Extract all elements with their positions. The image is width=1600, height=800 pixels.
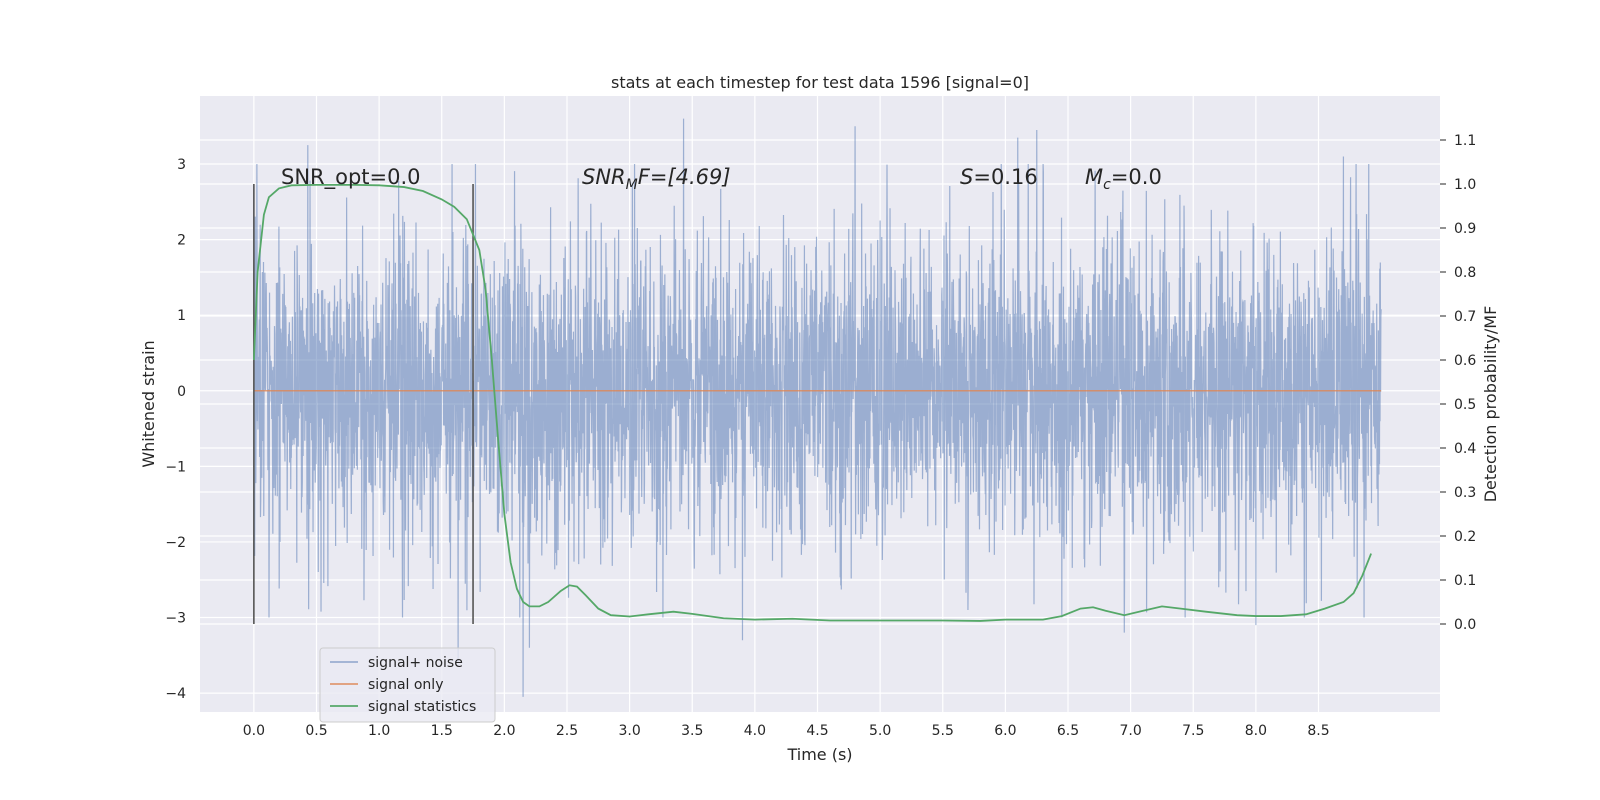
series-line-signal-plus-noise <box>253 118 1382 697</box>
y-tick-label-4: 0 <box>177 384 186 400</box>
annotation-mc: Mc=0.0 <box>1085 165 1162 193</box>
chart-title: stats at each timestep for test data 159… <box>611 73 1029 92</box>
chart-marks <box>252 183 1382 624</box>
annotation-mc-tail: =0.0 <box>1111 165 1162 189</box>
x-tick-label-1: 0.5 <box>305 723 327 739</box>
axis-ticks: 0.0 0.5 1.0 1.5 2.0 2.5 3.0 3.5 4.0 4.5 5.0 5.5 6.0 6… <box>165 133 1476 739</box>
y-tick-label-0: −4 <box>165 686 186 702</box>
y-axis-label: Whitened strain <box>139 340 158 467</box>
y2-tick-label-0: 0.0 <box>1454 617 1476 633</box>
annotation-s: S=0.16 <box>960 165 1038 189</box>
y2-tick-label-6: 0.6 <box>1454 353 1476 369</box>
y2-tick-label-4: 0.4 <box>1454 441 1476 457</box>
annotation-snr-mf: SNRMF=[4.69] <box>582 165 731 193</box>
x-tick-label-3: 1.5 <box>431 723 453 739</box>
y2-tick-label-8: 0.8 <box>1454 265 1476 281</box>
y2-axis-label: Detection probability/MF <box>1481 306 1500 503</box>
x-tick-label-4: 2.0 <box>493 723 515 739</box>
x-tick-label-16: 8.0 <box>1245 723 1267 739</box>
series-signal-plus-noise <box>253 118 1382 697</box>
annotation-snr-mf-sub: M <box>626 177 638 193</box>
y2-tick-label-3: 0.3 <box>1454 485 1476 501</box>
x-tick-label-2: 1.0 <box>368 723 390 739</box>
y-tick-label-7: 3 <box>177 157 186 173</box>
y2-tick-label-11: 1.1 <box>1454 133 1476 149</box>
x-tick-label-14: 7.0 <box>1119 723 1141 739</box>
y-tick-label-6: 2 <box>177 233 186 249</box>
y-tick-label-1: −3 <box>165 611 186 627</box>
annotation-snr-opt: SNR_opt=0.0 <box>281 165 421 190</box>
x-tick-label-15: 7.5 <box>1182 723 1204 739</box>
annotation-snr-mf-main: SNR <box>582 165 626 189</box>
legend-label-signal-statistics: signal statistics <box>368 699 476 715</box>
legend-label-signal-plus-noise: signal+ noise <box>368 655 463 671</box>
y2-tick-label-7: 0.7 <box>1454 309 1476 325</box>
x-tick-label-6: 3.0 <box>618 723 640 739</box>
x-tick-label-12: 6.0 <box>994 723 1016 739</box>
x-tick-label-8: 4.0 <box>744 723 766 739</box>
x-tick-label-7: 3.5 <box>681 723 703 739</box>
y2-tick-label-1: 0.1 <box>1454 573 1476 589</box>
annotation-s-main: S <box>960 165 973 189</box>
x-tick-label-9: 4.5 <box>806 723 828 739</box>
series-line-signal-statistics <box>252 183 1372 622</box>
y2-tick-label-9: 0.9 <box>1454 221 1476 237</box>
legend-box <box>319 647 496 723</box>
annotation-s-tail: =0.16 <box>973 165 1037 189</box>
y2-tick-label-5: 0.5 <box>1454 397 1476 413</box>
y-tick-label-5: 1 <box>177 308 186 324</box>
x-tick-label-10: 5.0 <box>869 723 891 739</box>
legend-label-signal-only: signal only <box>368 677 443 693</box>
y-tick-label-3: −1 <box>165 459 186 475</box>
x-axis-label: Time (s) <box>786 745 852 764</box>
x-tick-label-0: 0.0 <box>243 723 265 739</box>
y2-tick-label-10: 1.0 <box>1454 177 1476 193</box>
x-tick-label-13: 6.5 <box>1057 723 1079 739</box>
x-tick-label-11: 5.5 <box>932 723 954 739</box>
y-tick-label-2: −2 <box>165 535 186 551</box>
annotation-mc-sub: c <box>1103 177 1111 193</box>
y2-tick-label-2: 0.2 <box>1454 529 1476 545</box>
annotation-snr-mf-tail: F=[4.69] <box>638 165 731 189</box>
x-tick-label-5: 2.5 <box>556 723 578 739</box>
annotation-mc-main: M <box>1085 165 1103 189</box>
legend: signal+ noise signal only signal statist… <box>319 647 496 723</box>
x-tick-label-17: 8.5 <box>1307 723 1329 739</box>
